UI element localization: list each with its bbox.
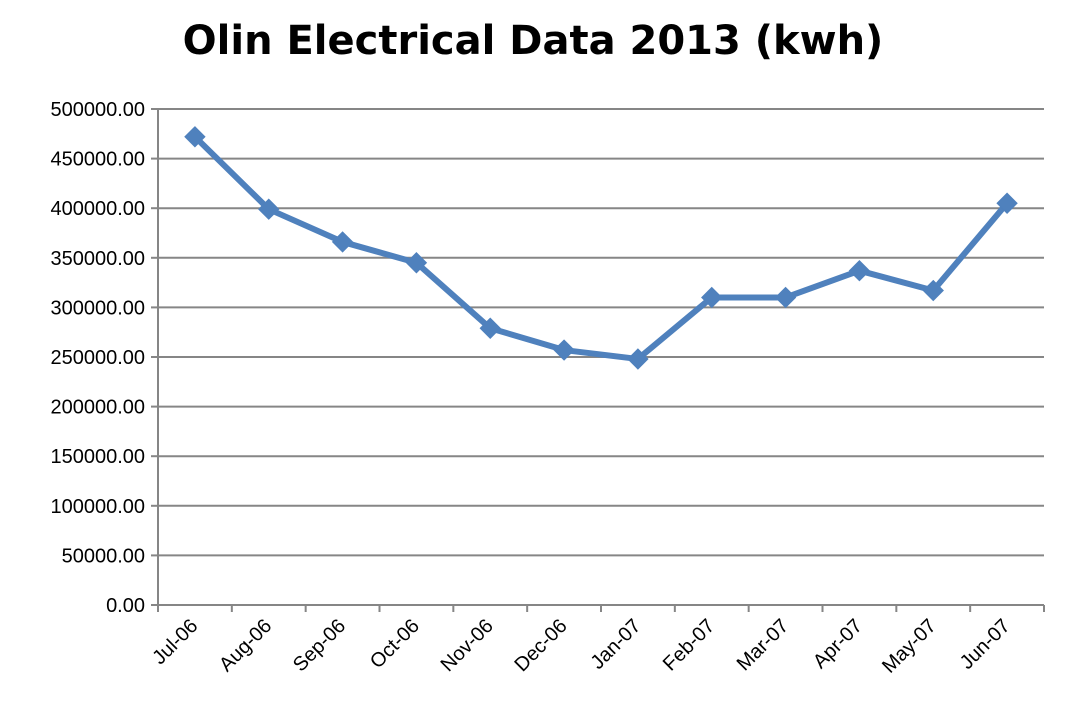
y-tick-label: 450000.00 — [50, 149, 145, 171]
y-tick-label: 100000.00 — [50, 496, 145, 518]
y-tick-label: 150000.00 — [50, 446, 145, 468]
data-point — [258, 198, 280, 220]
data-point — [479, 317, 501, 339]
data-point — [996, 192, 1018, 214]
x-tick-label: Mar-07 — [733, 615, 793, 675]
y-tick-label: 50000.00 — [62, 545, 145, 567]
x-tick-label: Jan-07 — [587, 615, 646, 674]
x-tick-label: Feb-07 — [659, 615, 719, 675]
y-tick-label: 300000.00 — [50, 297, 145, 319]
y-tick-label: 500000.00 — [50, 99, 145, 121]
y-tick-label: 250000.00 — [50, 347, 145, 369]
gridlines — [158, 108, 1044, 557]
x-tick-label: May-07 — [878, 615, 941, 678]
data-point — [701, 286, 723, 309]
data-point — [848, 259, 871, 282]
data-point — [184, 126, 206, 148]
y-tick-label: 350000.00 — [50, 248, 145, 270]
data-point — [405, 252, 428, 274]
x-tick-label: Nov-06 — [437, 615, 498, 676]
y-tick-label: 200000.00 — [50, 397, 145, 419]
x-tick-label: Apr-07 — [809, 615, 867, 673]
x-tick-label: Jul-06 — [148, 615, 202, 669]
y-axis-ticks: 0.00 50000.00 100000.00 150000.00 200000.00 2… — [50, 99, 145, 617]
y-tick-label: 400000.00 — [50, 198, 145, 220]
series-line — [191, 133, 1011, 362]
series-group — [184, 126, 1018, 370]
x-tick-label: Oct-06 — [366, 615, 424, 673]
data-point — [627, 348, 649, 370]
x-axis-ticks: Jul-06 Aug-06 Sep-06 Oct-06 Nov-06 Dec-06 Jan-… — [148, 615, 1014, 678]
x-tick-label: Aug-06 — [215, 615, 276, 676]
x-tick-label: Dec-06 — [510, 615, 571, 676]
y-tick-label: 0.00 — [106, 595, 145, 617]
x-tick-label: Sep-06 — [289, 615, 350, 676]
data-point — [331, 231, 354, 253]
axes — [151, 108, 1045, 612]
x-tick-label: Jun-07 — [956, 615, 1015, 674]
data-point — [553, 339, 575, 361]
chart-title: Olin Electrical Data 2013 (kwh) — [182, 18, 884, 64]
data-point — [774, 286, 797, 309]
data-point — [922, 279, 944, 302]
